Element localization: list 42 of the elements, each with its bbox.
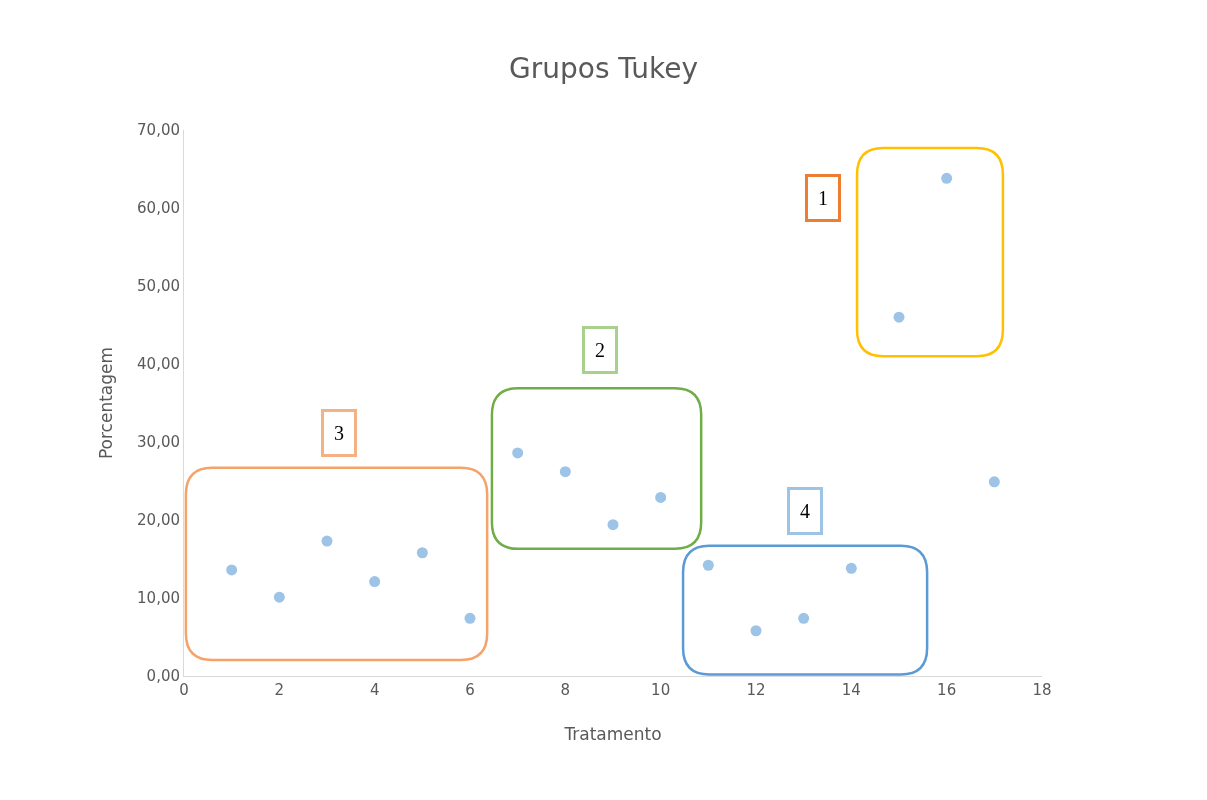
x-tick-label: 2 <box>274 681 285 699</box>
x-tick-label: 18 <box>1032 681 1052 699</box>
point <box>845 562 857 574</box>
x-tick-label: 10 <box>651 681 671 699</box>
point <box>655 491 667 503</box>
annotation: 1 <box>818 187 828 209</box>
point <box>941 172 953 184</box>
point <box>893 311 905 323</box>
y-tick-label: 20,00 <box>137 511 180 530</box>
x-tick-label: 4 <box>369 681 380 699</box>
annotation: 3 <box>334 422 344 444</box>
point <box>607 519 619 531</box>
point <box>559 466 571 478</box>
point <box>369 576 381 588</box>
point <box>226 564 238 576</box>
point <box>798 612 810 624</box>
x-tick-label: 16 <box>937 681 957 699</box>
x-axis-title: Tratamento <box>563 724 662 745</box>
point <box>464 612 476 624</box>
point <box>702 559 714 571</box>
annotation: 4 <box>800 500 810 522</box>
annotation: 2 <box>595 339 605 361</box>
y-tick-label: 0,00 <box>146 667 180 686</box>
x-tick-label: 0 <box>179 681 189 699</box>
chart-title: Grupos Tukey <box>509 51 698 85</box>
y-tick-label: 70,00 <box>137 121 180 140</box>
point <box>512 447 524 459</box>
x-tick-label: 12 <box>746 681 766 699</box>
point <box>416 547 428 559</box>
y-tick-label: 30,00 <box>137 433 180 452</box>
y-axis-title: Porcentagem <box>95 346 116 460</box>
point <box>988 476 1000 488</box>
y-tick-label: 40,00 <box>137 355 180 374</box>
y-tick-label: 50,00 <box>137 277 180 296</box>
x-tick-label: 14 <box>841 681 861 699</box>
y-tick-label: 60,00 <box>137 199 180 218</box>
point <box>321 535 333 547</box>
y-tick-label: 10,00 <box>137 589 180 608</box>
point <box>273 591 285 603</box>
x-tick-label: 6 <box>465 681 475 699</box>
point <box>750 625 762 637</box>
x-tick-label: 8 <box>560 681 571 699</box>
